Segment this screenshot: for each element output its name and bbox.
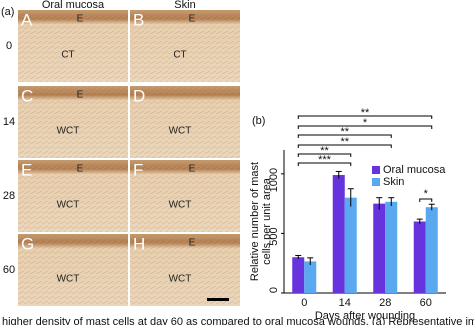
micrograph-texture [18,10,128,82]
micrograph-texture [18,234,128,306]
column-header: Skin [174,0,195,11]
panel-letter: D [133,86,145,105]
bracket [297,125,433,129]
micrograph-texture [130,160,240,232]
row-label: 0 [6,40,12,52]
caption: higher density of mast cells at day 60 a… [2,316,474,325]
micrograph-texture [130,10,240,82]
x-tick-label: 60 [420,297,432,309]
significance: * [424,188,429,200]
micrograph-texture [130,86,240,158]
tissue-label: WCT [57,199,80,210]
significance: * [363,117,368,129]
tissue-label: WCT [169,199,192,210]
row-label: 14 [3,116,15,128]
column-header: Oral mucosa [42,0,105,11]
micrograph-texture [18,160,128,232]
tissue-label: E [77,90,84,101]
tissue-label: WCT [169,273,192,284]
bracket [297,144,392,148]
bar [344,197,357,293]
tissue-label: WCT [57,125,80,136]
x-tick-label: 14 [339,297,351,309]
tissue-label: E [77,164,84,175]
tissue-label: CT [173,49,186,60]
x-axis-label: Days after wounding [315,310,415,322]
legend-swatch [372,166,380,174]
tissue-label: WCT [57,273,80,284]
y-axis-label: cells per unit area [261,177,273,265]
panel-letter: G [21,234,34,253]
significance: ** [320,145,329,157]
bracket [419,198,433,202]
micrograph-texture [18,86,128,158]
panel-letter: A [21,10,33,29]
bar [332,175,345,293]
x-tick-label: 28 [379,297,391,309]
significance: *** [318,154,332,166]
panel-letter: B [133,10,144,29]
scale-bar [207,298,229,301]
bracket [297,162,352,166]
tissue-label: E [77,14,84,25]
panel-letter: C [21,86,33,105]
significance: ** [340,126,349,138]
panel-letter: H [133,234,145,253]
legend-swatch [372,178,380,186]
significance: ** [340,136,349,148]
chart-label: (b) [252,115,265,127]
tissue-label: WCT [169,125,192,136]
bar [373,203,386,293]
bracket [297,115,433,119]
bar [385,201,398,293]
row-label: 60 [3,264,15,276]
bar [304,261,317,293]
panel-letter: F [133,160,143,179]
significance: ** [361,107,370,119]
y-tick-label: 1000 [268,168,280,192]
panel-letter: E [21,160,32,179]
bar [425,207,438,293]
y-axis-label: Relative number of mast [249,162,261,281]
tissue-label: E [189,14,196,25]
tissue-label: CT [61,49,74,60]
micrograph-texture [130,234,240,306]
legend-label: Skin [383,176,404,188]
bracket [297,134,392,138]
x-tick-label: 0 [301,297,307,309]
bracket [297,153,352,157]
bar [292,257,305,293]
y-tick-label: 500 [268,227,280,245]
panel-label: (a) [1,6,14,18]
tissue-label: E [189,164,196,175]
row-label: 28 [3,190,15,202]
tissue-label: E [189,238,196,249]
y-tick-label: 0 [268,287,280,293]
bar [413,221,426,293]
legend-label: Oral mucosa [383,164,446,176]
